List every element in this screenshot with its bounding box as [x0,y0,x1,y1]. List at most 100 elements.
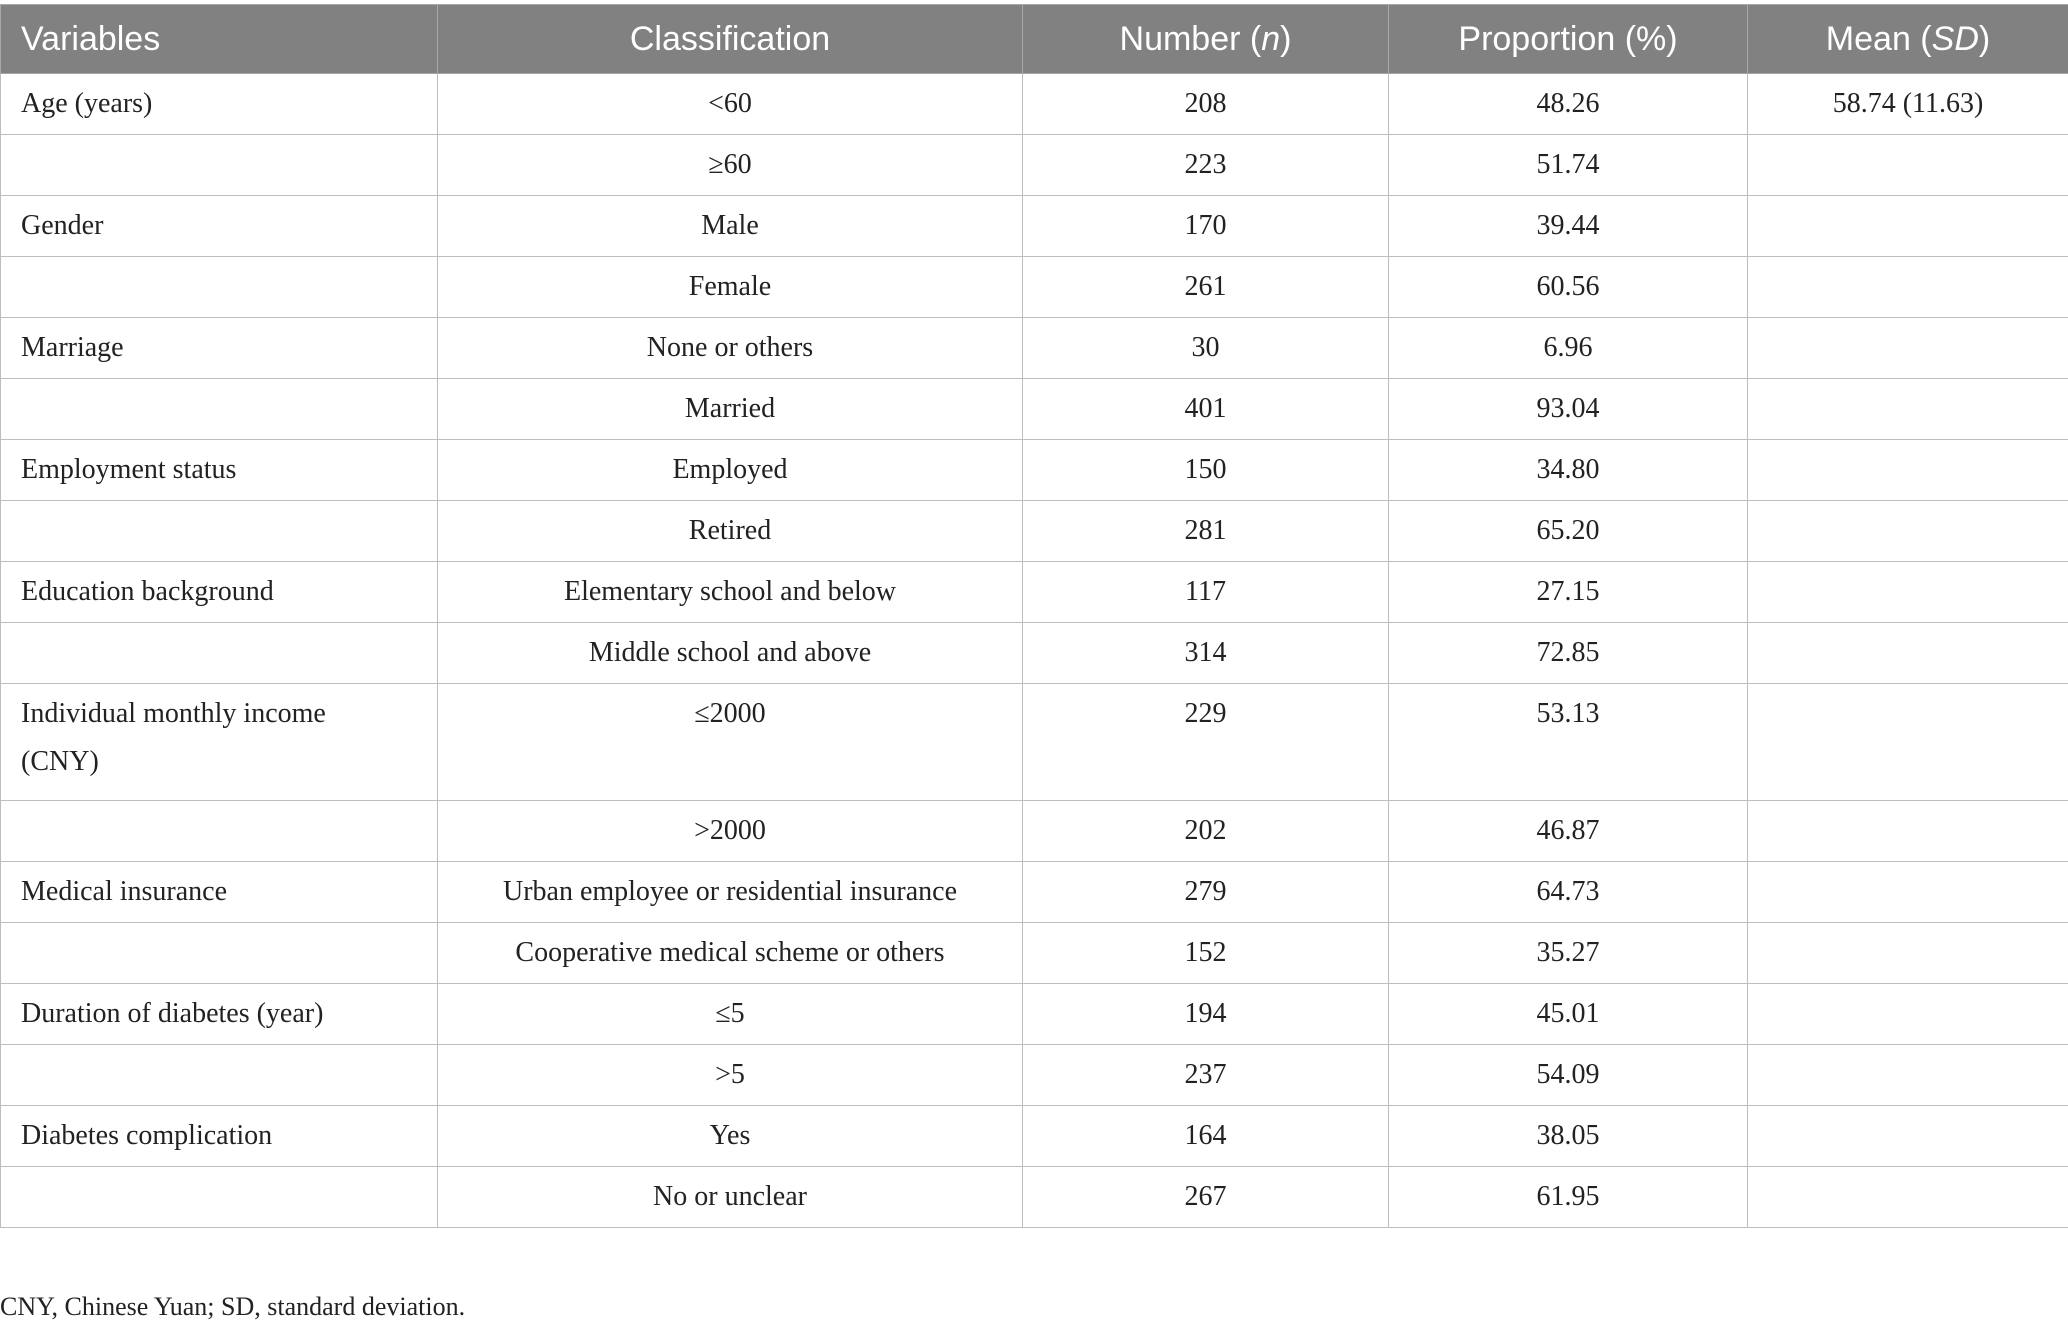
cell-proportion: 35.27 [1388,922,1748,984]
cell-mean [1747,1044,2068,1106]
header-proportion: Proportion (%) [1388,4,1748,74]
cell-variable: Employment status [0,439,438,501]
cell-variable [0,1166,438,1228]
cell-mean: 58.74 (11.63) [1747,73,2068,135]
cell-variable [0,922,438,984]
cell-proportion: 60.56 [1388,256,1748,318]
cell-mean [1747,378,2068,440]
cell-proportion: 6.96 [1388,317,1748,379]
cell-proportion: 64.73 [1388,861,1748,923]
cell-number: 229 [1022,683,1389,801]
cell-proportion: 54.09 [1388,1044,1748,1106]
demographics-table: Variables Classification Number (n) Prop… [0,4,2068,1228]
cell-classification: <60 [437,73,1023,135]
cell-number: 30 [1022,317,1389,379]
header-number-label: Number [1119,19,1241,58]
cell-variable: Age (years) [0,73,438,135]
table-row: Age (years) <60 208 48.26 58.74 (11.63) [0,73,2068,135]
cell-classification: Cooperative medical scheme or others [437,922,1023,984]
cell-number: 164 [1022,1105,1389,1167]
cell-number: 117 [1022,561,1389,623]
cell-number: 208 [1022,73,1389,135]
cell-classification: Middle school and above [437,622,1023,684]
cell-mean [1747,922,2068,984]
cell-mean [1747,1166,2068,1228]
cell-number: 267 [1022,1166,1389,1228]
table-row: No or unclear 267 61.95 [0,1166,2068,1228]
cell-variable [0,1044,438,1106]
table-row: Female 261 60.56 [0,256,2068,318]
table-row: Duration of diabetes (year) ≤5 194 45.01 [0,983,2068,1045]
cell-classification: Retired [437,500,1023,562]
cell-proportion: 45.01 [1388,983,1748,1045]
cell-variable: Gender [0,195,438,257]
cell-proportion: 93.04 [1388,378,1748,440]
cell-variable: Education background [0,561,438,623]
cell-classification: Employed [437,439,1023,501]
cell-mean [1747,195,2068,257]
cell-number: 170 [1022,195,1389,257]
cell-number: 261 [1022,256,1389,318]
cell-classification: Urban employee or residential insurance [437,861,1023,923]
cell-classification: ≤5 [437,983,1023,1045]
cell-classification: Yes [437,1105,1023,1167]
table-container: Variables Classification Number (n) Prop… [0,4,2068,1228]
header-variables: Variables [0,4,438,74]
cell-proportion: 72.85 [1388,622,1748,684]
table-row: Diabetes complication Yes 164 38.05 [0,1105,2068,1167]
cell-number: 281 [1022,500,1389,562]
cell-variable [0,134,438,196]
header-mean-symbol: SD [1931,19,1979,58]
cell-number: 401 [1022,378,1389,440]
cell-proportion: 38.05 [1388,1105,1748,1167]
table-row: Medical insurance Urban employee or resi… [0,861,2068,923]
header-classification: Classification [437,4,1023,74]
cell-number: 202 [1022,800,1389,862]
cell-variable [0,622,438,684]
cell-mean [1747,861,2068,923]
cell-mean [1747,800,2068,862]
cell-number: 194 [1022,983,1389,1045]
cell-classification: No or unclear [437,1166,1023,1228]
cell-mean [1747,439,2068,501]
table-row: Education background Elementary school a… [0,561,2068,623]
cell-variable: Duration of diabetes (year) [0,983,438,1045]
header-mean: Mean (SD) [1747,4,2068,74]
cell-variable [0,378,438,440]
table-row: Gender Male 170 39.44 [0,195,2068,257]
cell-proportion: 34.80 [1388,439,1748,501]
cell-number: 279 [1022,861,1389,923]
cell-number: 150 [1022,439,1389,501]
cell-mean [1747,317,2068,379]
cell-classification: >5 [437,1044,1023,1106]
header-mean-label: Mean [1825,19,1911,58]
cell-mean [1747,622,2068,684]
cell-classification: Elementary school and below [437,561,1023,623]
cell-variable [0,500,438,562]
cell-classification: None or others [437,317,1023,379]
cell-proportion: 53.13 [1388,683,1748,801]
cell-variable [0,256,438,318]
table-row: Marriage None or others 30 6.96 [0,317,2068,379]
cell-variable: Individual monthly income (CNY) [0,683,438,801]
table-footnote: CNY, Chinese Yuan; SD, standard deviatio… [0,1292,466,1321]
cell-mean [1747,983,2068,1045]
cell-proportion: 48.26 [1388,73,1748,135]
cell-classification: Male [437,195,1023,257]
cell-classification: >2000 [437,800,1023,862]
cell-classification: Married [437,378,1023,440]
table-row: ≥60 223 51.74 [0,134,2068,196]
cell-number: 223 [1022,134,1389,196]
cell-proportion: 39.44 [1388,195,1748,257]
header-row: Variables Classification Number (n) Prop… [0,4,2068,74]
cell-proportion: 65.20 [1388,500,1748,562]
cell-variable: Marriage [0,317,438,379]
cell-proportion: 27.15 [1388,561,1748,623]
cell-mean [1747,561,2068,623]
cell-mean [1747,500,2068,562]
cell-classification: Female [437,256,1023,318]
cell-variable: Diabetes complication [0,1105,438,1167]
table-row: Cooperative medical scheme or others 152… [0,922,2068,984]
table-row: Middle school and above 314 72.85 [0,622,2068,684]
cell-mean [1747,683,2068,801]
